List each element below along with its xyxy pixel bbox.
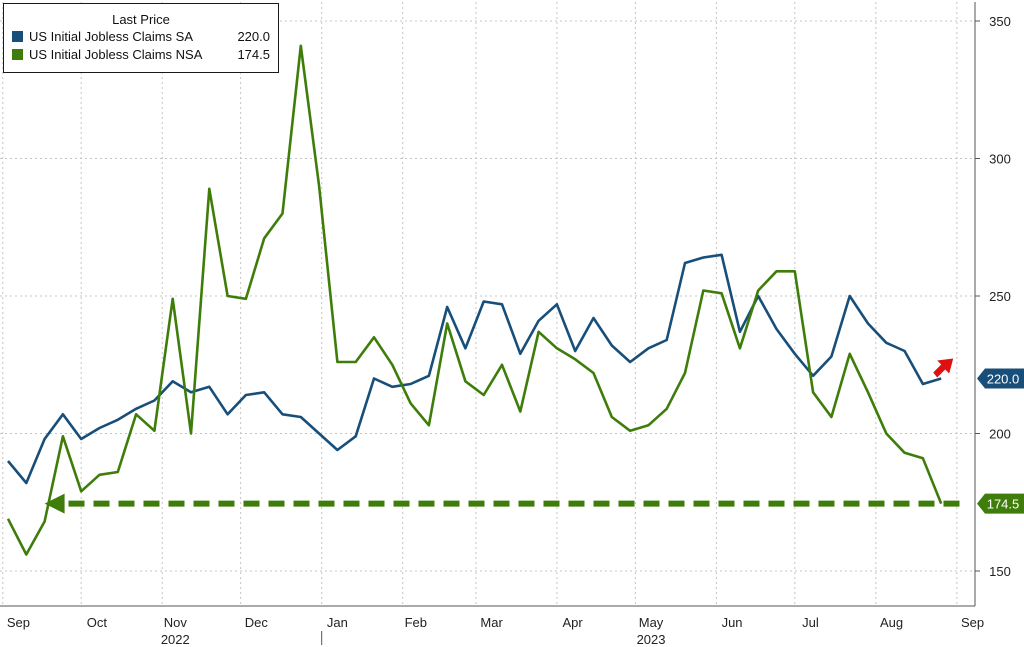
legend-title: Last Price (112, 12, 170, 27)
legend-swatch-sa (12, 30, 23, 42)
legend-item-sa: US Initial Jobless Claims SA 220.0 (4, 27, 278, 45)
x-tick-label: Feb (405, 615, 427, 630)
x-year-label: 2022 (161, 632, 190, 647)
legend-value-sa: 220.0 (237, 28, 270, 44)
x-tick-label: Nov (164, 615, 188, 630)
x-tick-label: Sep (961, 615, 984, 630)
series-line-sa (7, 253, 942, 485)
chart-legend: Last Price US Initial Jobless Claims SA … (3, 3, 279, 73)
x-tick-label: Jun (722, 615, 743, 630)
trend-arrow-icon (933, 358, 954, 378)
reference-arrow (44, 493, 960, 514)
y-tick-label: 350 (989, 14, 1011, 29)
last-value-label-sa: 220.0 (987, 372, 1020, 387)
legend-item-nsa: US Initial Jobless Claims NSA 174.5 (4, 45, 278, 63)
grid (0, 2, 975, 606)
value-labels: 220.0 174.5 (977, 368, 1024, 514)
x-tick-label: Jul (802, 615, 819, 630)
legend-swatch-nsa (12, 48, 23, 60)
x-tick-label: Mar (480, 615, 503, 630)
last-value-tag-sa (977, 368, 1024, 389)
x-year-label: 2023 (637, 632, 666, 647)
x-tick-label: May (639, 615, 664, 630)
x-tick-label: Apr (563, 615, 584, 630)
y-tick-label: 250 (989, 289, 1011, 304)
legend-value-nsa: 174.5 (237, 46, 270, 62)
x-tick-label: Dec (245, 615, 269, 630)
y-tick-label: 300 (989, 152, 1011, 167)
x-tick-label: Sep (7, 615, 30, 630)
x-tick-label: Jan (327, 615, 348, 630)
last-value-label-nsa: 174.5 (987, 497, 1020, 512)
legend-label-nsa: US Initial Jobless Claims NSA (29, 46, 203, 62)
series (6, 44, 954, 556)
series-line-nsa (6, 44, 943, 556)
last-value-tag-nsa (977, 493, 1024, 514)
y-tick-label: 150 (989, 564, 1011, 579)
x-tick-label: Aug (880, 615, 903, 630)
y-tick-label: 200 (989, 427, 1011, 442)
legend-label-sa: US Initial Jobless Claims SA (29, 28, 193, 44)
x-tick-label: Oct (87, 615, 108, 630)
reference-arrowhead (44, 493, 65, 514)
